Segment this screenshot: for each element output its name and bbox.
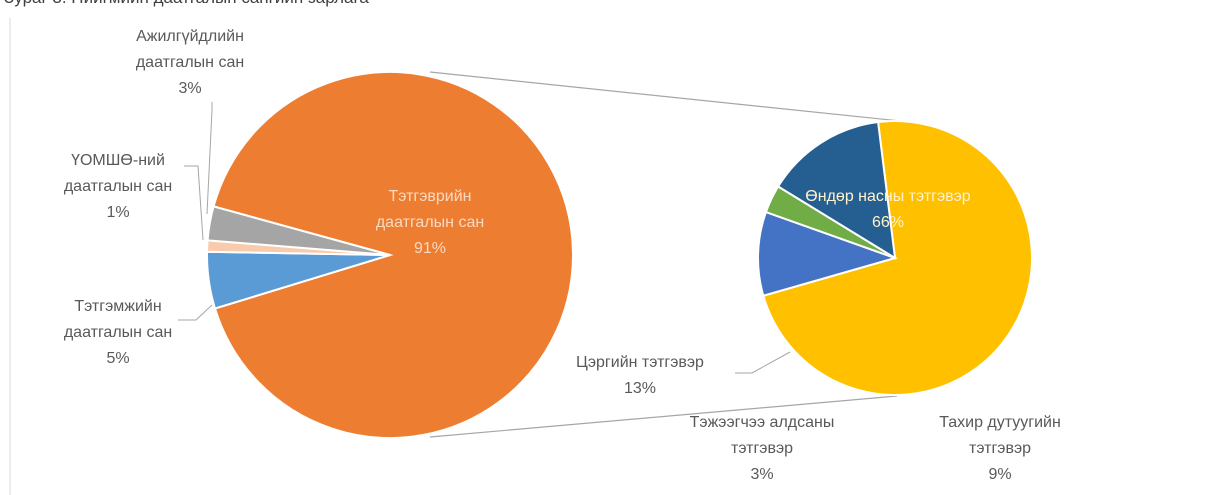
label-value: 1% — [106, 204, 130, 221]
leader-line — [184, 165, 204, 241]
label-value: 91% — [413, 240, 447, 257]
data-label: Өндөр насны тэтгэвэр 66% — [753, 184, 1023, 236]
label-value: 3% — [178, 80, 202, 97]
label-value: 3% — [750, 466, 774, 483]
leader-line — [735, 351, 791, 374]
leader-line — [206, 102, 213, 215]
data-label: Цэргийн тэтгэвэр 13% — [540, 350, 740, 402]
pie-slice — [776, 120, 897, 260]
connector-line — [429, 395, 898, 438]
label-value: 9% — [988, 466, 1012, 483]
pie-slice — [757, 210, 899, 297]
chart-title: Зураг 3. Нийгмийн даатгалын сангийн зарл… — [4, 0, 369, 8]
label-name: ҮОМШӨ-ний даатгалын сан — [63, 152, 173, 195]
pie-slice — [212, 71, 574, 439]
connector-line — [429, 71, 901, 122]
data-label: Тэжээгчээ алдсаны тэтгэвэр 3% — [682, 410, 842, 488]
data-label: Тахир дутуугийн тэтгэвэр 9% — [930, 410, 1070, 488]
label-value: 13% — [623, 380, 657, 397]
label-name: Ажилгүйдлийн даатгалын сан — [135, 28, 245, 71]
pie-slice — [206, 205, 391, 256]
label-value: 5% — [106, 350, 130, 367]
label-name: Өндөр насны тэтгэвэр — [805, 188, 971, 205]
label-value: 66% — [871, 214, 905, 231]
label-name: Тахир дутуугийн тэтгэвэр — [939, 414, 1061, 457]
data-label: Тэтгэмжийн даатгалын сан 5% — [56, 294, 181, 372]
data-label: Тэтгэврийн даатгалын сан 91% — [368, 184, 493, 262]
data-label: ҮОМШӨ-ний даатгалын сан 1% — [56, 148, 181, 226]
label-name: Цэргийн тэтгэвэр — [576, 354, 704, 371]
data-label: Ажилгүйдлийн даатгалын сан 3% — [120, 24, 260, 102]
label-name: Тэтгэмжийн даатгалын сан — [63, 298, 173, 341]
leader-line — [178, 304, 213, 321]
label-name: Тэтгэврийн даатгалын сан — [375, 188, 485, 231]
label-name: Тэжээгчээ алдсаны тэтгэвэр — [689, 414, 835, 457]
